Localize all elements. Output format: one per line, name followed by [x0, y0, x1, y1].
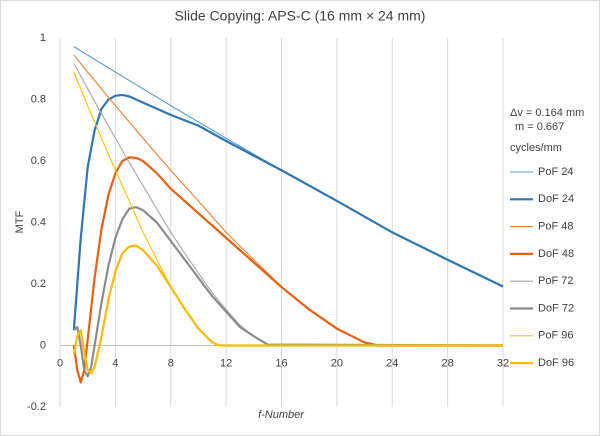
annotation: Δv = 0.164 mm — [510, 107, 584, 119]
series-line — [73, 63, 268, 346]
x-tick-label: 8 — [168, 357, 174, 369]
y-axis-title: MTF — [14, 210, 26, 233]
x-tick-label: 16 — [275, 357, 287, 369]
x-tick-label: 24 — [386, 357, 398, 369]
x-tick-label: 20 — [331, 357, 343, 369]
y-tick-label: 0.2 — [31, 278, 46, 290]
legend-label: DoF 24 — [538, 193, 574, 205]
x-tick-label: 12 — [220, 357, 232, 369]
x-tick-label: 0 — [57, 357, 63, 369]
series-line — [72, 244, 503, 375]
x-tick-label: 28 — [442, 357, 454, 369]
annotation: m = 0.667 — [515, 121, 564, 133]
legend-label: PoF 96 — [538, 330, 573, 342]
legend-label: DoF 72 — [538, 302, 574, 314]
y-tick-label: 1 — [40, 32, 46, 44]
chart-title: Slide Copying: APS-C (16 mm × 24 mm) — [175, 8, 426, 24]
series-line — [72, 93, 504, 331]
y-tick-label: 0.8 — [31, 93, 46, 105]
x-tick-label: 4 — [112, 357, 118, 369]
y-tick-label: 0.6 — [31, 155, 46, 167]
x-axis-title: f-Number — [258, 409, 305, 421]
legend-label: PoF 72 — [538, 275, 573, 287]
series-line — [72, 156, 503, 384]
x-tick-label: 32 — [497, 357, 509, 369]
y-tick-label: -0.2 — [27, 401, 46, 413]
y-tick-label: 0 — [40, 339, 46, 351]
legend-title: cycles/mm — [510, 142, 562, 154]
legend-label: PoF 24 — [538, 166, 573, 178]
legend-label: DoF 96 — [538, 357, 574, 369]
y-tick-label: 0.4 — [31, 216, 46, 228]
legend-label: PoF 48 — [538, 221, 573, 233]
legend-label: DoF 48 — [538, 248, 574, 260]
